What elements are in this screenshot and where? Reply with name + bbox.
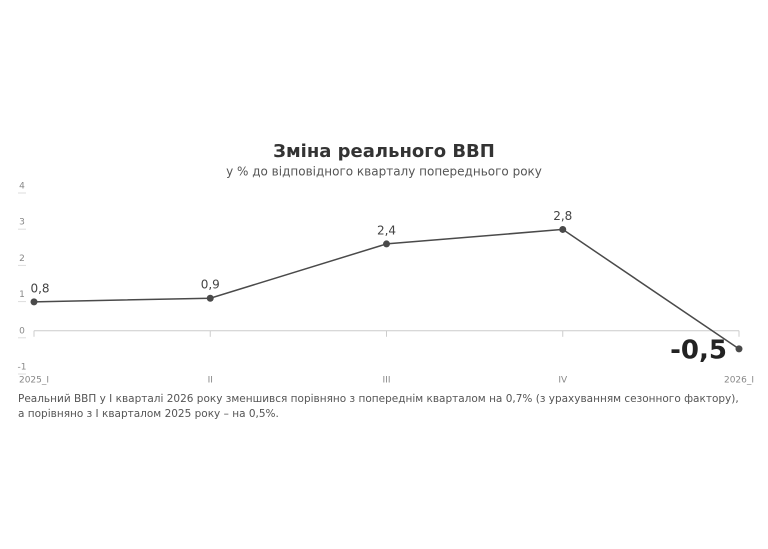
value-label: 0,9 [201,278,220,292]
point [30,298,38,306]
y-tick-label: 3 [19,218,25,228]
y-tick-label: 4 [19,182,25,192]
point [735,345,743,353]
y-tick-label: 1 [19,290,25,300]
x-tick-label: II [208,376,213,386]
note-line: а порівняно з І кварталом 2025 року – на… [18,408,279,420]
chart-title: Зміна реального ВВП [273,141,495,162]
x-tick-label: IV [558,376,568,386]
y-tick-label: 0 [19,326,25,336]
x-tick-label: 2026_I [724,376,754,386]
value-label: 2,4 [377,223,396,237]
point [559,225,567,233]
point [206,294,214,302]
y-tick-label: 2 [19,254,25,264]
x-tick-label: III [383,376,391,386]
y-tick-label: -1 [18,363,27,373]
x-tick-label: 2025_I [19,376,49,386]
chart-subtitle: у % до відповідного кварталу попередньог… [226,165,542,179]
note-line: Реальний ВВП у І кварталі 2026 року змен… [18,393,739,405]
point [383,240,390,248]
value-label: 0,8 [30,281,49,295]
value-label: 2,8 [553,209,572,223]
value-label: -0,5 [670,335,727,365]
